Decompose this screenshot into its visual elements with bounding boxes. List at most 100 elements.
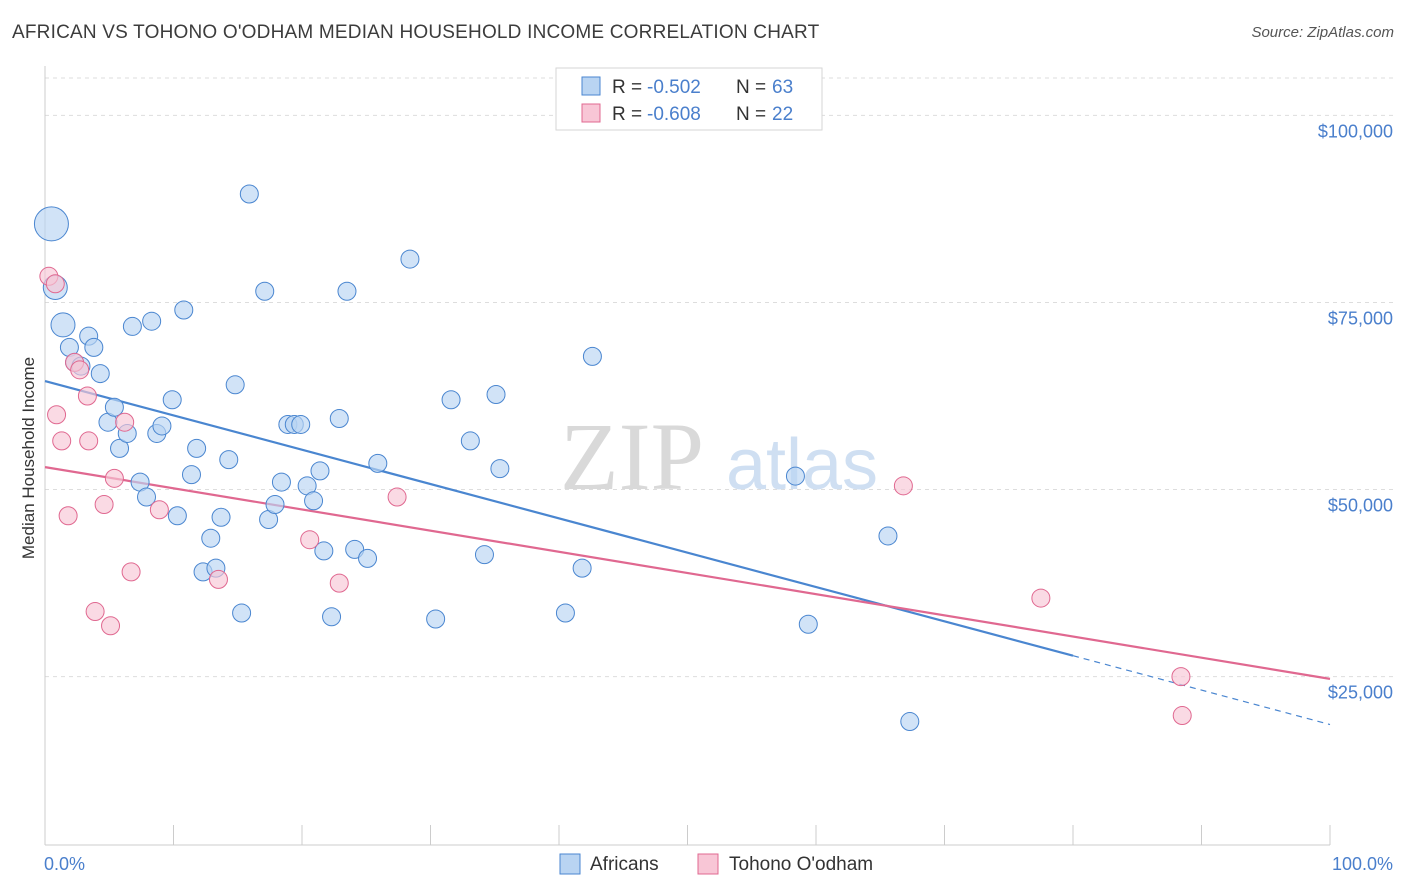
point-tohono — [387, 487, 407, 507]
point-africans — [162, 390, 182, 410]
point-africans — [142, 311, 162, 331]
legend-r-label-tohono: R = — [612, 104, 642, 125]
point-africans — [400, 249, 420, 269]
point-tohono — [115, 412, 135, 432]
point-africans — [322, 607, 342, 627]
point-tohono — [70, 360, 90, 380]
bottom-legend-swatch-africans — [559, 853, 581, 875]
point-africans — [211, 507, 231, 527]
point-africans — [572, 558, 592, 578]
legend-swatch-africans — [581, 76, 601, 96]
point-africans — [110, 438, 130, 458]
point-africans — [50, 312, 76, 338]
point-africans — [174, 300, 194, 320]
point-africans — [490, 459, 510, 479]
point-africans — [90, 364, 110, 384]
legend-top: R = -0.502 N = 63 R = -0.608 N = 22 — [555, 67, 823, 131]
watermark-atlas: atlas — [726, 425, 878, 505]
trend-line-africans-extension — [1072, 655, 1331, 726]
point-tohono — [1031, 588, 1051, 608]
point-africans — [239, 184, 259, 204]
point-africans — [426, 609, 446, 629]
point-africans — [304, 491, 324, 511]
point-africans — [310, 461, 330, 481]
point-africans — [291, 414, 311, 434]
legend-n-value-tohono: 22 — [772, 104, 793, 125]
point-africans — [152, 416, 172, 436]
y-tick-label: $50,000 — [1328, 496, 1393, 516]
point-tohono — [58, 506, 78, 526]
point-tohono — [47, 405, 67, 425]
point-africans — [255, 281, 275, 301]
point-africans — [104, 397, 124, 417]
point-africans — [219, 450, 239, 470]
bottom-legend-swatch-tohono — [697, 853, 719, 875]
legend-swatch-tohono — [581, 103, 601, 123]
legend-bottom: Africans Tohono O'odham — [559, 853, 873, 875]
y-tick-label: $75,000 — [1328, 308, 1393, 328]
grid-layer — [45, 77, 1393, 678]
point-tohono — [94, 495, 114, 515]
point-tohono — [149, 500, 169, 520]
y-axis-label: Median Household Income — [19, 357, 38, 559]
point-africans — [271, 472, 291, 492]
point-africans — [329, 408, 349, 428]
point-tohono — [300, 530, 320, 550]
point-africans — [265, 495, 285, 515]
point-tohono — [52, 431, 72, 451]
point-africans — [181, 465, 201, 485]
point-africans — [137, 487, 157, 507]
trend-line-africans — [44, 379, 1074, 657]
point-africans — [785, 466, 805, 486]
axis-layer — [44, 66, 1331, 846]
point-africans — [232, 603, 252, 623]
point-africans — [555, 603, 575, 623]
point-africans — [368, 453, 388, 473]
watermark-zip: ZIP — [560, 403, 704, 510]
point-africans — [122, 316, 142, 336]
point-tohono — [121, 562, 141, 582]
point-africans — [225, 375, 245, 395]
point-africans — [84, 337, 104, 357]
legend-n-label-africans: N = — [736, 77, 766, 98]
point-tohono — [101, 616, 121, 636]
legend-n-label-tohono: N = — [736, 104, 766, 125]
trend-line-tohono — [44, 466, 1331, 680]
legend-r-label-africans: R = — [612, 77, 642, 98]
point-tohono — [79, 431, 99, 451]
point-africans — [358, 548, 378, 568]
point-africans — [201, 528, 221, 548]
point-tohono — [208, 569, 228, 589]
point-africans — [337, 281, 357, 301]
point-tohono — [1172, 706, 1192, 726]
bottom-legend-label-tohono: Tohono O'odham — [729, 854, 873, 875]
point-africans — [33, 206, 69, 242]
watermark: ZIP atlas — [560, 403, 878, 510]
point-africans — [187, 438, 207, 458]
point-africans — [582, 346, 602, 366]
point-africans — [486, 385, 506, 405]
legend-r-value-africans: -0.502 — [647, 77, 701, 98]
x-tick-label-min: 0.0% — [44, 854, 85, 874]
source-label: Source: ZipAtlas.com — [1251, 24, 1394, 41]
bottom-legend-label-africans: Africans — [590, 854, 659, 875]
point-tohono — [893, 476, 913, 496]
point-tohono — [45, 274, 65, 294]
point-africans — [314, 541, 334, 561]
point-africans — [167, 506, 187, 526]
point-tohono — [329, 573, 349, 593]
point-tohono — [85, 602, 105, 622]
y-tick-label: $100,000 — [1318, 121, 1393, 141]
label-layer: $25,000 $50,000 $75,000 $100,000 0.0% 100.0% — [44, 121, 1393, 874]
point-africans — [474, 545, 494, 565]
point-tohono — [1171, 667, 1191, 687]
point-africans — [878, 526, 898, 546]
point-africans — [441, 390, 461, 410]
y-tick-label: $25,000 — [1328, 683, 1393, 703]
x-tick-label-max: 100.0% — [1332, 854, 1393, 874]
chart-title: AFRICAN VS TOHONO O'ODHAM MEDIAN HOUSEHO… — [12, 22, 820, 43]
point-africans — [900, 712, 920, 732]
legend-n-value-africans: 63 — [772, 77, 793, 98]
point-tohono — [104, 468, 124, 488]
